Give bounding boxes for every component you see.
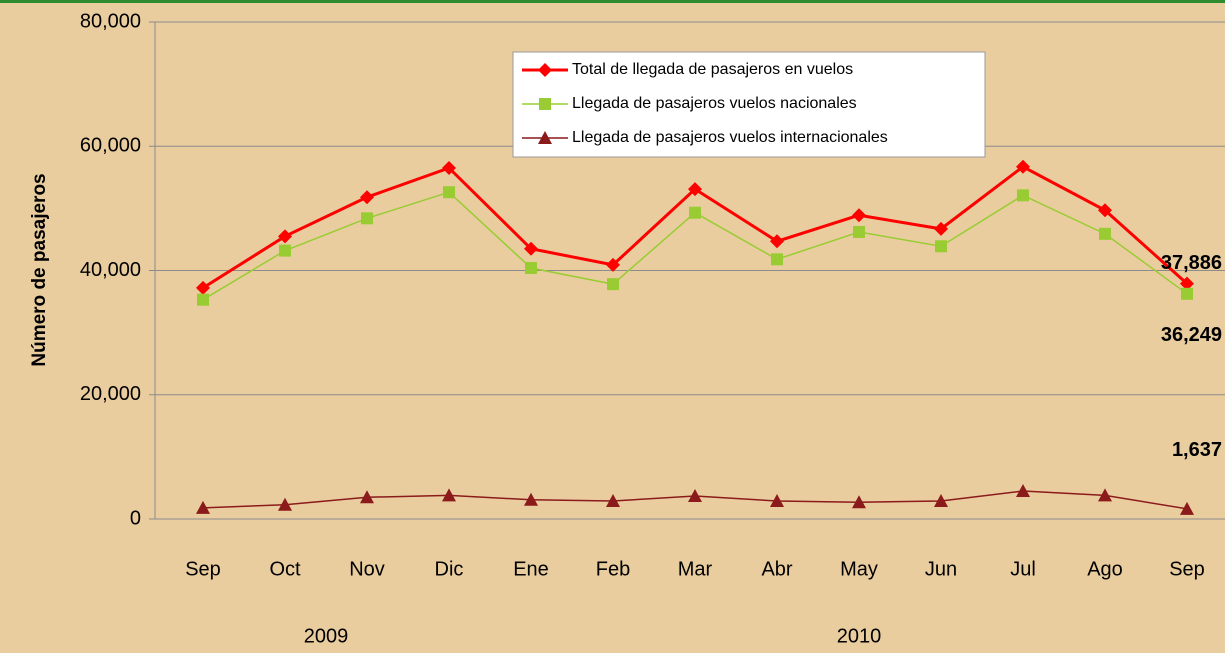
x-tick-label: Ene (513, 558, 549, 580)
point (934, 493, 948, 507)
point (852, 495, 866, 509)
point (771, 253, 783, 266)
x-tick-label: Ago (1087, 558, 1123, 580)
point (688, 489, 702, 503)
x-tick-label: Dic (435, 558, 464, 580)
legend-label: Llegada de pasajeros vuelos nacionales (572, 95, 857, 112)
y-tick-label: 0 (130, 507, 141, 529)
point (443, 186, 455, 199)
point (1098, 488, 1112, 502)
x-tick-label: Jun (925, 558, 957, 580)
y-tick-label: 60,000 (80, 135, 141, 157)
point (1016, 484, 1030, 498)
x-tick-label: Abr (761, 558, 792, 580)
x-tick-label: Nov (349, 558, 385, 580)
point (688, 182, 702, 197)
point (689, 206, 701, 219)
point (524, 492, 538, 506)
top-border (0, 0, 1225, 3)
point (606, 493, 620, 507)
point (1099, 227, 1111, 240)
x-tick-label: Jul (1010, 558, 1036, 580)
point (278, 497, 292, 511)
point (1180, 276, 1194, 291)
legend-box (512, 51, 986, 158)
point (442, 160, 456, 175)
point (196, 280, 210, 295)
point (278, 229, 292, 244)
point (525, 262, 537, 275)
point (197, 293, 209, 306)
point (279, 244, 291, 257)
legend-marker (538, 131, 552, 144)
point (1017, 189, 1029, 202)
point (607, 278, 619, 291)
point (360, 490, 374, 504)
legend-marker (538, 63, 552, 77)
point (1098, 203, 1112, 218)
point (1181, 287, 1193, 300)
point (606, 257, 620, 272)
y-tick-label: 80,000 (80, 10, 141, 32)
point (1016, 159, 1030, 174)
point (934, 221, 948, 236)
point (361, 212, 373, 225)
point (770, 234, 784, 249)
data-label: 1,637 (1172, 439, 1222, 461)
data-label: 36,249 (1161, 324, 1222, 346)
legend-label: Llegada de pasajeros vuelos internaciona… (572, 129, 888, 146)
x-tick-label: Oct (269, 558, 301, 580)
x-group-label: 2009 (304, 625, 349, 647)
point (770, 493, 784, 507)
point (360, 190, 374, 205)
x-tick-label: Feb (596, 558, 630, 580)
data-label: 37,886 (1161, 252, 1222, 274)
y-tick-label: 20,000 (80, 383, 141, 405)
legend: Total de llegada de pasajeros en vuelos L… (512, 51, 986, 158)
legend-marker (539, 98, 551, 110)
x-tick-label: Sep (1169, 558, 1205, 580)
point (853, 225, 865, 238)
point (1180, 501, 1194, 515)
point (852, 208, 866, 223)
point (442, 488, 456, 502)
point (935, 240, 947, 253)
x-group-label: 2010 (837, 625, 882, 647)
x-tick-label: Mar (678, 558, 713, 580)
x-tick-label: May (840, 558, 878, 580)
point (524, 241, 538, 256)
y-axis-label: Número de pasajeros (29, 173, 50, 366)
legend-label: Total de llegada de pasajeros en vuelos (572, 61, 853, 78)
point (196, 500, 210, 514)
y-tick-label: 40,000 (80, 259, 141, 281)
x-tick-label: Sep (185, 558, 221, 580)
